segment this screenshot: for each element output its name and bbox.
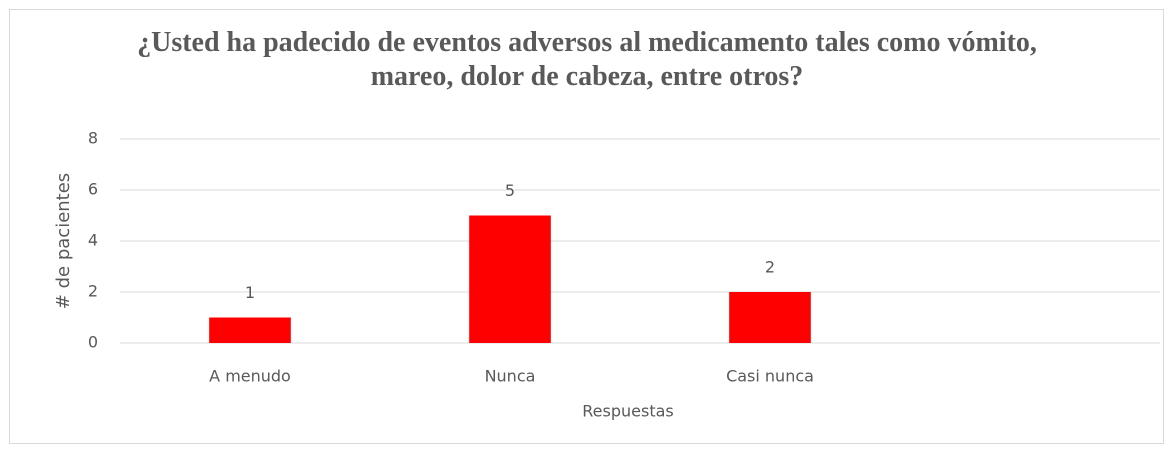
x-axis-label: Respuestas [582,402,673,421]
x-tick-label: Nunca [485,367,536,386]
y-tick-label: 2 [88,282,98,301]
y-tick-label: 0 [88,333,98,352]
chart-title: ¿Usted ha padecido de eventos adversos a… [137,27,1037,92]
y-tick-label: 4 [88,231,98,250]
y-tick-label: 6 [88,180,98,199]
bar [209,317,291,343]
bar [469,215,551,343]
bar [729,292,811,343]
data-label: 5 [505,181,515,200]
y-tick-label: 8 [88,129,98,148]
x-tick-label: Casi nunca [726,367,814,386]
chart-frame [9,9,1164,444]
y-axis-label: # de pacientes [53,173,74,309]
data-label: 1 [245,283,255,302]
x-tick-label: A menudo [209,367,291,386]
data-label: 2 [765,258,775,277]
